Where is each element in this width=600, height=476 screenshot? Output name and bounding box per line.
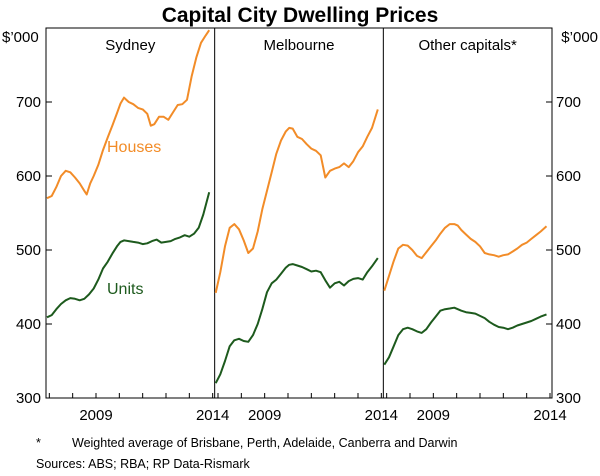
y-tick-label-left: 700 [16, 94, 41, 111]
chart-title: Capital City Dwelling Prices [162, 4, 439, 27]
panel-dividers [214, 28, 384, 398]
y-tick-label-left: 600 [16, 168, 41, 185]
y-tick-label-right: 700 [556, 94, 581, 111]
panel-title: Sydney [105, 37, 156, 54]
plot-frame [45, 27, 553, 399]
y-tick-label-right: 300 [556, 390, 581, 407]
units-line-melbourne [214, 257, 379, 384]
units-line-other-capitals [383, 306, 547, 366]
y-tick-label-right: 400 [556, 316, 581, 333]
series-lines [46, 29, 548, 384]
houses-line-sydney [46, 29, 211, 200]
x-tick-label: 2009 [79, 407, 112, 424]
x-tick-label: 2009 [417, 407, 450, 424]
houses-line-other-capitals [383, 223, 548, 292]
x-tick-label: 2014 [533, 407, 566, 424]
footnote-text: Weighted average of Brisbane, Perth, Ade… [72, 436, 458, 450]
panel-title: Other capitals* [418, 37, 517, 54]
x-tick-label: 2014 [196, 407, 229, 424]
panel-titles: Sydney Melbourne Other capitals* [105, 37, 517, 54]
y-tick-label-right: 500 [556, 242, 581, 259]
y-tick-label-left: 500 [16, 242, 41, 259]
footnote: * Weighted average of Brisbane, Perth, Ad… [36, 436, 457, 450]
houses-label: Houses [107, 139, 161, 156]
houses-line-melbourne [214, 109, 379, 294]
y-tick-label-left: 400 [16, 316, 41, 333]
left-axis-unit: $’000 [2, 29, 39, 46]
y-tick-label-left: 300 [16, 390, 41, 407]
y-tick-label-right: 600 [556, 168, 581, 185]
units-line-sydney [46, 192, 211, 319]
x-tick-label: 2014 [365, 407, 398, 424]
x-tick-label: 2009 [248, 407, 281, 424]
plot-border [45, 27, 553, 399]
panel-title: Melbourne [264, 37, 335, 54]
footnote-mark: * [36, 436, 41, 450]
x-axis-ticks: 2009 2014 2009 2014 2009 2014 [48, 393, 567, 424]
right-axis-unit: $’000 [561, 29, 598, 46]
sources: Sources: ABS; RBA; RP Data-Rismark [36, 457, 250, 471]
units-label: Units [107, 281, 143, 298]
y-axis-ticks: 300 300 400 400 500 500 600 600 700 700 [16, 94, 581, 407]
